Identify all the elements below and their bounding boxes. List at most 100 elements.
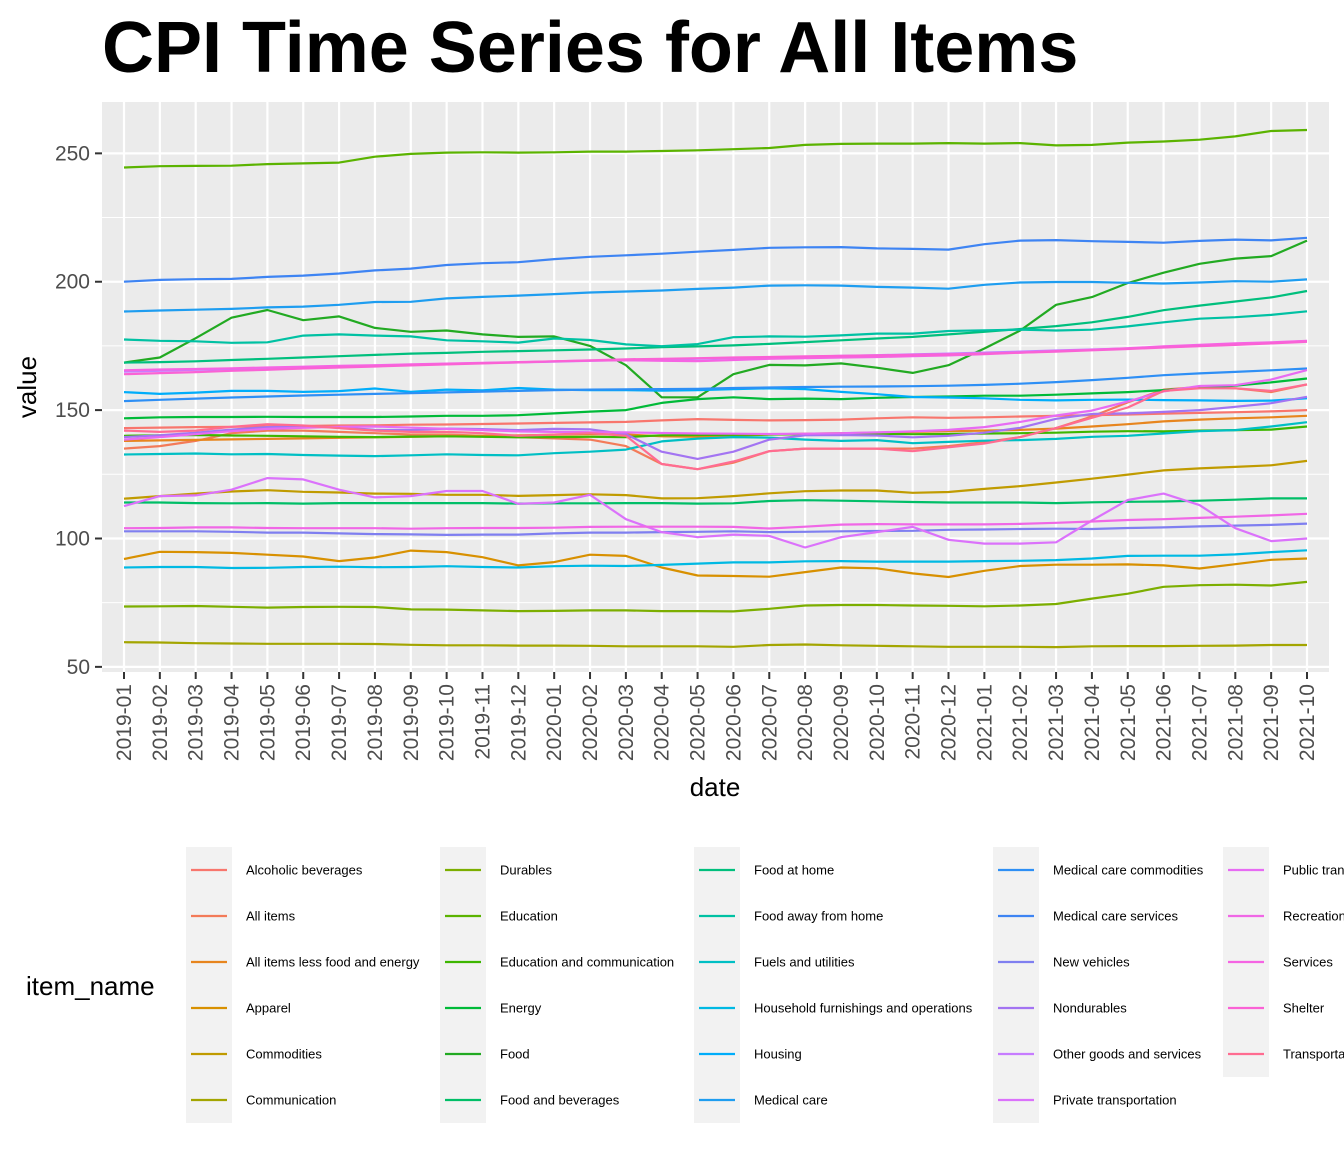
x-tick-label: 2019-03 xyxy=(185,684,208,761)
x-tick-label: 2020-07 xyxy=(758,684,781,761)
legend-label: Other goods and services xyxy=(1053,1047,1202,1062)
x-tick-label: 2020-12 xyxy=(938,684,961,761)
x-tick-label: 2019-02 xyxy=(149,684,172,761)
legend-label: Energy xyxy=(500,1001,542,1016)
y-tick-label: 50 xyxy=(67,656,90,679)
series-line-20 xyxy=(124,522,1308,537)
x-tick-label: 2020-01 xyxy=(543,684,566,761)
legend-label: Services xyxy=(1283,955,1333,970)
legend-label: Shelter xyxy=(1283,1001,1325,1016)
x-tick-label: 2021-02 xyxy=(1009,684,1032,761)
x-tick-label: 2020-08 xyxy=(794,684,817,761)
x-axis-title: date xyxy=(690,772,741,802)
x-tick-label: 2019-08 xyxy=(364,684,387,761)
x-tick-label: 2020-10 xyxy=(866,684,889,761)
legend-label: Nondurables xyxy=(1053,1001,1127,1016)
y-tick-label: 200 xyxy=(55,271,90,294)
gridlines xyxy=(102,102,1329,672)
series-line-5 xyxy=(123,641,1307,649)
y-axis: 50 100 150 200 250 xyxy=(55,142,102,679)
legend-label: All items xyxy=(246,909,296,924)
chart-title: CPI Time Series for All Items xyxy=(102,8,1078,88)
series-line-27 xyxy=(123,340,1308,376)
x-tick-label: 2020-03 xyxy=(615,684,638,761)
legend-label: Communication xyxy=(246,1093,336,1108)
series-line-10 xyxy=(123,239,1308,399)
x-tick-label: 2021-04 xyxy=(1081,684,1104,761)
series-line-9 xyxy=(123,377,1308,420)
legend-label: Education and communication xyxy=(500,955,674,970)
series-line-25 xyxy=(123,512,1308,530)
legend-label: Public transportation xyxy=(1283,863,1344,878)
legend-title: item_name xyxy=(26,971,155,1001)
x-tick-label: 2019-06 xyxy=(292,684,315,761)
x-tick-label: 2021-06 xyxy=(1153,684,1176,761)
series-line-11 xyxy=(124,497,1307,505)
y-tick-label: 100 xyxy=(55,527,90,550)
legend-label: Recreation xyxy=(1283,909,1344,924)
legend-label: Household furnishings and operations xyxy=(754,1001,973,1016)
x-tick-label: 2019-09 xyxy=(400,684,423,761)
x-tick-label: 2019-11 xyxy=(471,684,494,760)
x-tick-label: 2020-06 xyxy=(722,684,745,761)
y-tick-label: 150 xyxy=(55,399,90,422)
legend-label: Medical care commodities xyxy=(1053,863,1204,878)
x-tick-label: 2019-07 xyxy=(328,684,351,761)
x-tick-label: 2019-05 xyxy=(256,684,279,761)
x-tick-label: 2021-09 xyxy=(1260,684,1283,761)
legend-label: Food and beverages xyxy=(500,1093,620,1108)
x-tick-label: 2021-01 xyxy=(973,684,996,761)
series-line-7 xyxy=(123,128,1308,169)
x-tick-label: 2020-09 xyxy=(830,684,853,761)
series-line-4 xyxy=(123,459,1308,500)
x-tick-label: 2021-10 xyxy=(1296,684,1319,761)
series-line-17 xyxy=(123,278,1308,313)
y-tick-label: 250 xyxy=(55,142,90,165)
legend-label: Medical care xyxy=(754,1093,828,1108)
x-tick-label: 2021-07 xyxy=(1188,684,1211,761)
legend-label: Apparel xyxy=(246,1001,291,1016)
legend-label: Medical care services xyxy=(1053,909,1178,924)
series-line-18 xyxy=(123,367,1308,403)
series-line-28 xyxy=(123,383,1308,471)
legend-label: Transportation xyxy=(1283,1047,1344,1062)
series-line-15 xyxy=(123,549,1308,570)
series-line-13 xyxy=(123,310,1308,348)
x-tick-label: 2020-05 xyxy=(687,684,710,761)
series-line-6 xyxy=(123,580,1308,613)
legend-label: Private transportation xyxy=(1053,1093,1177,1108)
series-line-19 xyxy=(123,236,1308,283)
series-line-12 xyxy=(123,289,1308,364)
legend-label: Commodities xyxy=(246,1047,322,1062)
legend-label: Food away from home xyxy=(754,909,883,924)
series-line-3 xyxy=(123,549,1308,579)
y-axis-title: value xyxy=(12,356,42,418)
series-line-2 xyxy=(123,414,1308,442)
series-line-8 xyxy=(123,425,1308,439)
series-line-23 xyxy=(123,477,1308,549)
x-tick-label: 2019-12 xyxy=(507,684,530,761)
x-tick-label: 2020-11 xyxy=(902,684,925,760)
legend-label: Food xyxy=(500,1047,530,1062)
x-tick-label: 2019-04 xyxy=(221,684,244,761)
x-tick-label: 2021-08 xyxy=(1224,684,1247,761)
legend-label: Durables xyxy=(500,863,553,878)
x-tick-label: 2020-02 xyxy=(579,684,602,761)
x-tick-label: 2019-01 xyxy=(113,684,136,761)
legend-label: Housing xyxy=(754,1047,802,1062)
legend: item_name Alcoholic beverages All items Al… xyxy=(26,847,1344,1123)
legend-label: New vehicles xyxy=(1053,955,1130,970)
series-lines xyxy=(123,128,1308,649)
legend-label: All items less food and energy xyxy=(246,955,420,970)
legend-label: Alcoholic beverages xyxy=(246,863,363,878)
series-line-16 xyxy=(123,386,1308,402)
series-line-14 xyxy=(123,421,1308,458)
x-axis: 2019-01 2019-02 2019-03 2019-04 2019-05 2019-… xyxy=(113,672,1319,761)
legend-label: Food at home xyxy=(754,863,834,878)
x-tick-label: 2021-03 xyxy=(1045,684,1068,761)
legend-label: Education xyxy=(500,909,558,924)
legend-label: Fuels and utilities xyxy=(754,955,855,970)
x-tick-label: 2021-05 xyxy=(1117,684,1140,761)
x-tick-label: 2019-10 xyxy=(436,684,459,761)
